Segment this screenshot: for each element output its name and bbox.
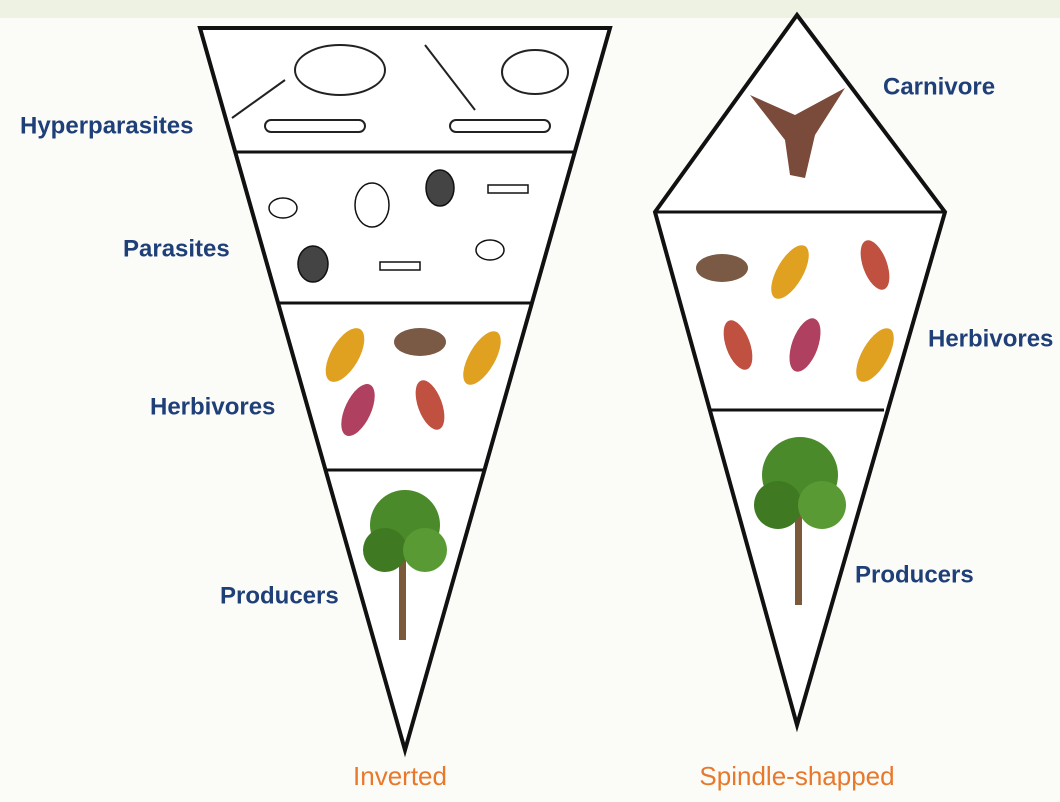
level-label: Herbivores: [150, 393, 275, 420]
level-label: Hyperparasites: [20, 112, 193, 139]
diagram: Hyperparasites Parasites Herbivores Prod…: [0, 0, 1060, 802]
level-label: Parasites: [123, 235, 230, 262]
level-label: Producers: [220, 582, 339, 609]
top-strip: [0, 0, 1060, 18]
caption: Inverted: [353, 761, 447, 791]
caption: Spindle-shapped: [699, 761, 894, 791]
level-label: Producers: [855, 561, 974, 588]
level-label: Herbivores: [928, 325, 1053, 352]
level-label: Carnivore: [883, 73, 995, 100]
